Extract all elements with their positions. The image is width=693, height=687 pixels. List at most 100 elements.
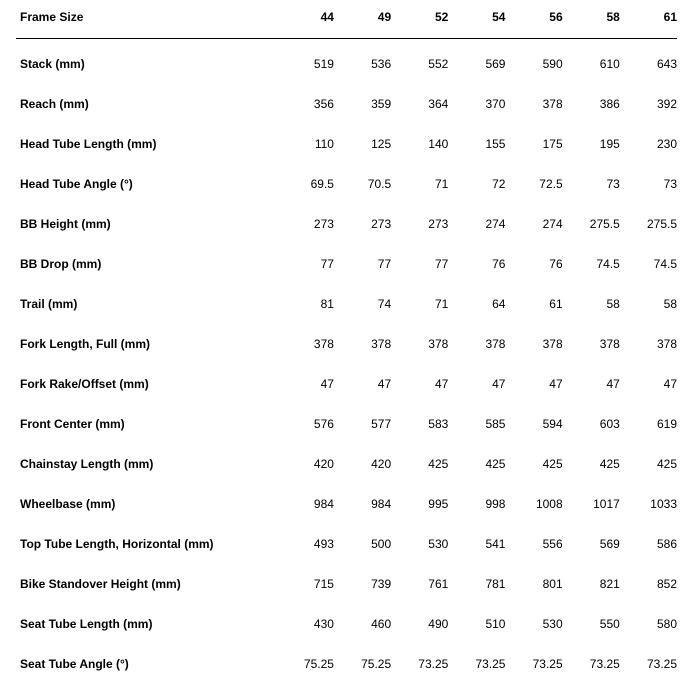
cell-value: 460 <box>334 604 391 644</box>
cell-value: 47 <box>448 364 505 404</box>
cell-value: 69.5 <box>277 164 334 204</box>
cell-value: 576 <box>277 404 334 444</box>
cell-value: 70.5 <box>334 164 391 204</box>
table-row: Head Tube Angle (°)69.570.5717272.57373 <box>16 164 677 204</box>
cell-value: 378 <box>505 84 562 124</box>
cell-value: 273 <box>391 204 448 244</box>
cell-value: 47 <box>563 364 620 404</box>
table-row: Trail (mm)81747164615858 <box>16 284 677 324</box>
row-label: Fork Rake/Offset (mm) <box>16 364 277 404</box>
table-body: Stack (mm)519536552569590610643Reach (mm… <box>16 39 677 678</box>
cell-value: 984 <box>277 484 334 524</box>
cell-value: 550 <box>563 604 620 644</box>
row-label: Fork Length, Full (mm) <box>16 324 277 364</box>
cell-value: 356 <box>277 84 334 124</box>
table-row: Fork Length, Full (mm)378378378378378378… <box>16 324 677 364</box>
cell-value: 586 <box>620 524 677 564</box>
cell-value: 500 <box>334 524 391 564</box>
cell-value: 77 <box>334 244 391 284</box>
cell-value: 781 <box>448 564 505 604</box>
cell-value: 530 <box>391 524 448 564</box>
cell-value: 425 <box>563 444 620 484</box>
table-row: Top Tube Length, Horizontal (mm)49350053… <box>16 524 677 564</box>
cell-value: 72 <box>448 164 505 204</box>
header-col: 61 <box>620 10 677 39</box>
cell-value: 47 <box>391 364 448 404</box>
header-col: 54 <box>448 10 505 39</box>
cell-value: 425 <box>391 444 448 484</box>
row-label: Head Tube Length (mm) <box>16 124 277 164</box>
row-label: Stack (mm) <box>16 39 277 85</box>
cell-value: 155 <box>448 124 505 164</box>
table-header-row: Frame Size 44 49 52 54 56 58 61 <box>16 10 677 39</box>
cell-value: 610 <box>563 39 620 85</box>
cell-value: 76 <box>448 244 505 284</box>
cell-value: 47 <box>334 364 391 404</box>
cell-value: 77 <box>391 244 448 284</box>
cell-value: 73.25 <box>563 644 620 677</box>
cell-value: 273 <box>277 204 334 244</box>
cell-value: 852 <box>620 564 677 604</box>
cell-value: 378 <box>620 324 677 364</box>
cell-value: 739 <box>334 564 391 604</box>
row-label: Front Center (mm) <box>16 404 277 444</box>
table-row: Chainstay Length (mm)4204204254254254254… <box>16 444 677 484</box>
row-label: Seat Tube Length (mm) <box>16 604 277 644</box>
cell-value: 643 <box>620 39 677 85</box>
cell-value: 1033 <box>620 484 677 524</box>
cell-value: 425 <box>505 444 562 484</box>
header-col: 44 <box>277 10 334 39</box>
row-label: Chainstay Length (mm) <box>16 444 277 484</box>
cell-value: 72.5 <box>505 164 562 204</box>
cell-value: 378 <box>563 324 620 364</box>
header-col: 58 <box>563 10 620 39</box>
table-row: Seat Tube Angle (°)75.2575.2573.2573.257… <box>16 644 677 677</box>
table-row: Front Center (mm)576577583585594603619 <box>16 404 677 444</box>
cell-value: 71 <box>391 164 448 204</box>
cell-value: 274 <box>448 204 505 244</box>
row-label: BB Drop (mm) <box>16 244 277 284</box>
cell-value: 195 <box>563 124 620 164</box>
cell-value: 76 <box>505 244 562 284</box>
cell-value: 541 <box>448 524 505 564</box>
cell-value: 530 <box>505 604 562 644</box>
cell-value: 47 <box>277 364 334 404</box>
cell-value: 75.25 <box>334 644 391 677</box>
cell-value: 71 <box>391 284 448 324</box>
header-col: 52 <box>391 10 448 39</box>
cell-value: 510 <box>448 604 505 644</box>
table-row: BB Height (mm)273273273274274275.5275.5 <box>16 204 677 244</box>
table-row: Stack (mm)519536552569590610643 <box>16 39 677 85</box>
row-label: Bike Standover Height (mm) <box>16 564 277 604</box>
cell-value: 569 <box>563 524 620 564</box>
cell-value: 420 <box>277 444 334 484</box>
cell-value: 61 <box>505 284 562 324</box>
cell-value: 73.25 <box>391 644 448 677</box>
cell-value: 110 <box>277 124 334 164</box>
cell-value: 425 <box>620 444 677 484</box>
cell-value: 569 <box>448 39 505 85</box>
cell-value: 378 <box>334 324 391 364</box>
table-row: BB Drop (mm)777777767674.574.5 <box>16 244 677 284</box>
cell-value: 364 <box>391 84 448 124</box>
table-row: Bike Standover Height (mm)71573976178180… <box>16 564 677 604</box>
cell-value: 75.25 <box>277 644 334 677</box>
cell-value: 580 <box>620 604 677 644</box>
table-row: Head Tube Length (mm)1101251401551751952… <box>16 124 677 164</box>
cell-value: 583 <box>391 404 448 444</box>
cell-value: 74 <box>334 284 391 324</box>
cell-value: 73.25 <box>505 644 562 677</box>
cell-value: 420 <box>334 444 391 484</box>
row-label: Reach (mm) <box>16 84 277 124</box>
row-label: Trail (mm) <box>16 284 277 324</box>
cell-value: 378 <box>505 324 562 364</box>
cell-value: 125 <box>334 124 391 164</box>
cell-value: 552 <box>391 39 448 85</box>
row-label: Seat Tube Angle (°) <box>16 644 277 677</box>
cell-value: 577 <box>334 404 391 444</box>
cell-value: 81 <box>277 284 334 324</box>
cell-value: 73.25 <box>448 644 505 677</box>
cell-value: 73.25 <box>620 644 677 677</box>
cell-value: 274 <box>505 204 562 244</box>
cell-value: 74.5 <box>620 244 677 284</box>
